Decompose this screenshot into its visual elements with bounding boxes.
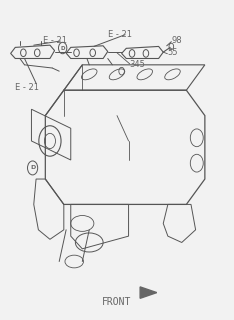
Polygon shape xyxy=(140,287,157,298)
Text: 98: 98 xyxy=(171,36,182,44)
Text: D: D xyxy=(60,46,65,51)
Text: 55: 55 xyxy=(168,48,178,57)
Text: FRONT: FRONT xyxy=(102,297,132,307)
Text: E - 21: E - 21 xyxy=(15,83,39,92)
Text: 345: 345 xyxy=(130,60,146,69)
Text: D: D xyxy=(30,165,35,171)
Text: E - 21: E - 21 xyxy=(43,36,67,44)
Text: E - 21: E - 21 xyxy=(108,29,132,39)
